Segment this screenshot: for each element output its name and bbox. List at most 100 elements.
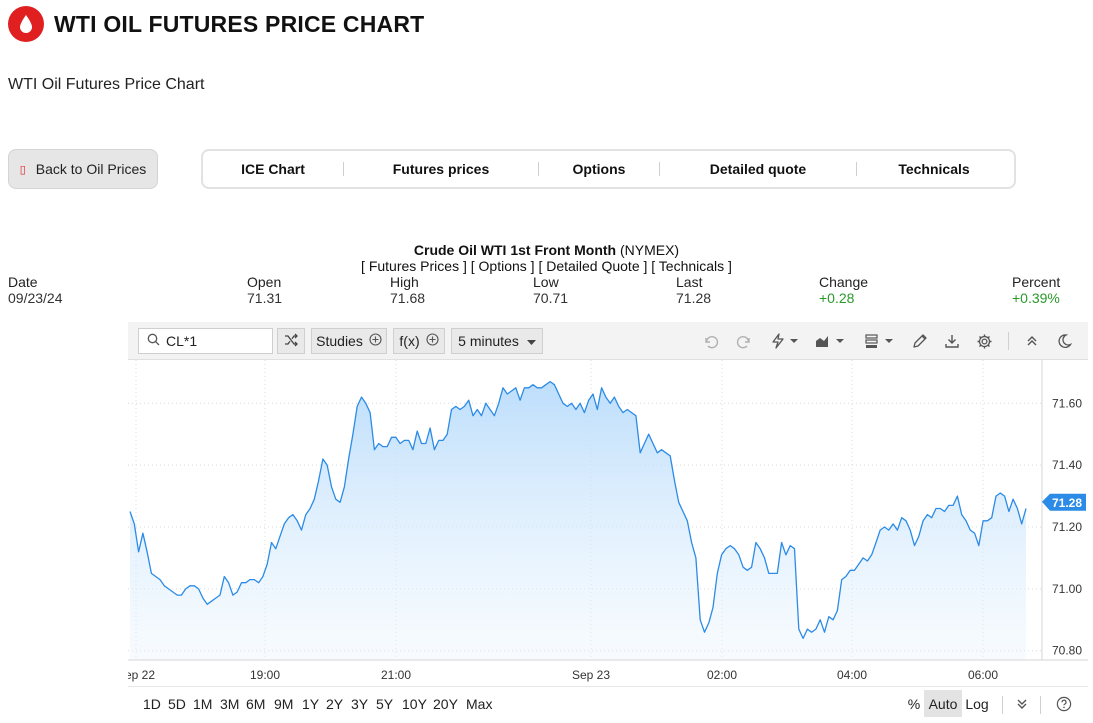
range-button[interactable]: 6M (246, 696, 266, 712)
range-button[interactable]: 5Y (376, 696, 394, 712)
studies-button[interactable]: Studies (311, 328, 387, 354)
range-button[interactable]: 1M (193, 696, 213, 712)
tab-options[interactable]: Options (572, 161, 626, 177)
studies-label: Studies (316, 333, 363, 349)
back-arrow-icon: ▯ (19, 163, 26, 176)
instrument-exchange: (NYMEX) (619, 242, 680, 258)
undo-icon[interactable] (700, 331, 722, 351)
draw-pencil-icon[interactable] (909, 331, 931, 351)
tab-divider (538, 162, 539, 176)
oil-drop-logo-icon (8, 6, 44, 42)
x-tick-label: 19:00 (250, 668, 280, 682)
display-settings-icon[interactable] (863, 331, 897, 351)
stat-percent: Percent +0.39% (1012, 274, 1060, 306)
stat-high: High 71.68 (390, 274, 425, 306)
price-chart[interactable]: 71.60 71.40 71.20 71.00 70.80 Sep 22 19:00 21:… (128, 360, 1088, 687)
page-title: WTI OIL FUTURES PRICE CHART (54, 10, 425, 37)
back-to-oil-prices-button[interactable]: ▯ Back to Oil Prices (8, 149, 158, 189)
stat-value: 71.68 (390, 290, 426, 306)
back-button-label: Back to Oil Prices (35, 161, 147, 177)
stat-date: Date 09/23/24 (8, 274, 63, 306)
add-circle-icon (426, 333, 439, 349)
dark-mode-moon-icon[interactable] (1053, 331, 1075, 351)
y-tick-label: 71.00 (1052, 582, 1082, 596)
download-icon[interactable] (941, 331, 963, 351)
symbol-input[interactable] (166, 333, 266, 349)
quote-links[interactable]: [ Futures Prices ] [ Options ] [ Detaile… (361, 258, 732, 274)
interval-label: 5 minutes (458, 333, 519, 349)
y-tick-label: 71.60 (1052, 396, 1082, 410)
range-button[interactable]: 10Y (402, 696, 427, 712)
y-tick-label: 71.20 (1052, 520, 1082, 534)
x-tick-label: Sep 22 (128, 668, 155, 682)
stat-label: Date (8, 274, 38, 290)
tab-futures-prices[interactable]: Futures prices (392, 161, 490, 177)
range-button[interactable]: 3Y (351, 696, 369, 712)
symbol-search-field[interactable] (138, 328, 273, 354)
y-tick-label: 70.80 (1052, 644, 1082, 658)
range-button[interactable]: 1Y (302, 696, 320, 712)
page-subtitle: WTI Oil Futures Price Chart (8, 76, 205, 93)
x-tick-label: 06:00 (968, 668, 998, 682)
search-icon (147, 333, 160, 349)
stat-value: +0.39% (1012, 290, 1060, 306)
help-icon[interactable] (1052, 690, 1076, 717)
function-button[interactable]: f(x) (393, 328, 445, 354)
instrument-name: Crude Oil WTI 1st Front Month (413, 242, 617, 258)
add-circle-icon (369, 333, 382, 349)
range-button[interactable]: 2Y (326, 696, 344, 712)
shuffle-icon (284, 333, 298, 350)
stat-label: Low (533, 274, 559, 290)
settings-gear-icon[interactable] (973, 331, 995, 351)
stat-label: Last (676, 274, 703, 290)
y-tick-label: 71.40 (1052, 458, 1082, 472)
x-tick-label: 04:00 (837, 668, 867, 682)
scale-auto-button[interactable]: Auto (924, 690, 962, 717)
stat-low: Low 70.71 (533, 274, 568, 306)
quote-tabs: ICE Chart Futures prices Options Detaile… (201, 149, 1016, 189)
collapse-chevrons-up-icon[interactable] (1021, 331, 1043, 351)
toolbar-divider (1008, 332, 1009, 350)
stat-value: +0.28 (819, 290, 855, 306)
tab-detailed-quote[interactable]: Detailed quote (709, 161, 807, 177)
tab-divider (343, 162, 344, 176)
chevron-down-icon (526, 333, 536, 349)
last-price-badge: 71.28 (1042, 493, 1086, 511)
stat-value: 71.31 (247, 290, 283, 306)
stat-value: 70.71 (533, 290, 569, 306)
stat-change: Change +0.28 (819, 274, 868, 306)
redo-icon[interactable] (733, 331, 755, 351)
stat-label: High (390, 274, 419, 290)
x-tick-label: Sep 23 (572, 668, 610, 682)
interval-dropdown[interactable]: 5 minutes (451, 328, 543, 354)
scale-log-button[interactable]: Log (965, 695, 989, 712)
range-selector-bar: % Auto Log 1D 5D 1M 3M 6M 9M 1Y 2Y 3Y 5Y 10Y 20Y Max (128, 688, 1088, 723)
tab-divider (659, 162, 660, 176)
chart-type-icon[interactable] (814, 331, 848, 351)
range-divider (1040, 696, 1041, 714)
stat-label: Open (247, 274, 282, 290)
expand-chevrons-down-icon[interactable] (1012, 690, 1032, 717)
stat-last: Last 71.28 (676, 274, 711, 306)
scale-percent-button[interactable]: % (907, 695, 921, 712)
stat-label: Change (819, 274, 869, 290)
tab-divider (856, 162, 857, 176)
tab-ice-chart[interactable]: ICE Chart (241, 161, 305, 177)
tab-technicals[interactable]: Technicals (898, 161, 970, 177)
range-button[interactable]: 1D (143, 696, 161, 712)
page-header: WTI OIL FUTURES PRICE CHART (8, 4, 424, 44)
range-button[interactable]: Max (466, 696, 493, 712)
chart-toolbar: Studies f(x) 5 minutes (128, 322, 1088, 360)
compare-shuffle-button[interactable] (277, 328, 305, 354)
x-tick-label: 02:00 (707, 668, 737, 682)
stat-value: 09/23/24 (8, 290, 63, 306)
range-button[interactable]: 20Y (433, 696, 458, 712)
range-button[interactable]: 5D (168, 696, 186, 712)
range-button[interactable]: 9M (274, 696, 294, 712)
instrument-heading: Crude Oil WTI 1st Front Month (NYMEX) (0, 242, 1093, 258)
range-button[interactable]: 3M (220, 696, 240, 712)
price-line (129, 380, 1027, 640)
function-label: f(x) (399, 333, 420, 349)
events-lightning-icon[interactable] (768, 331, 802, 351)
range-divider (1002, 696, 1003, 714)
